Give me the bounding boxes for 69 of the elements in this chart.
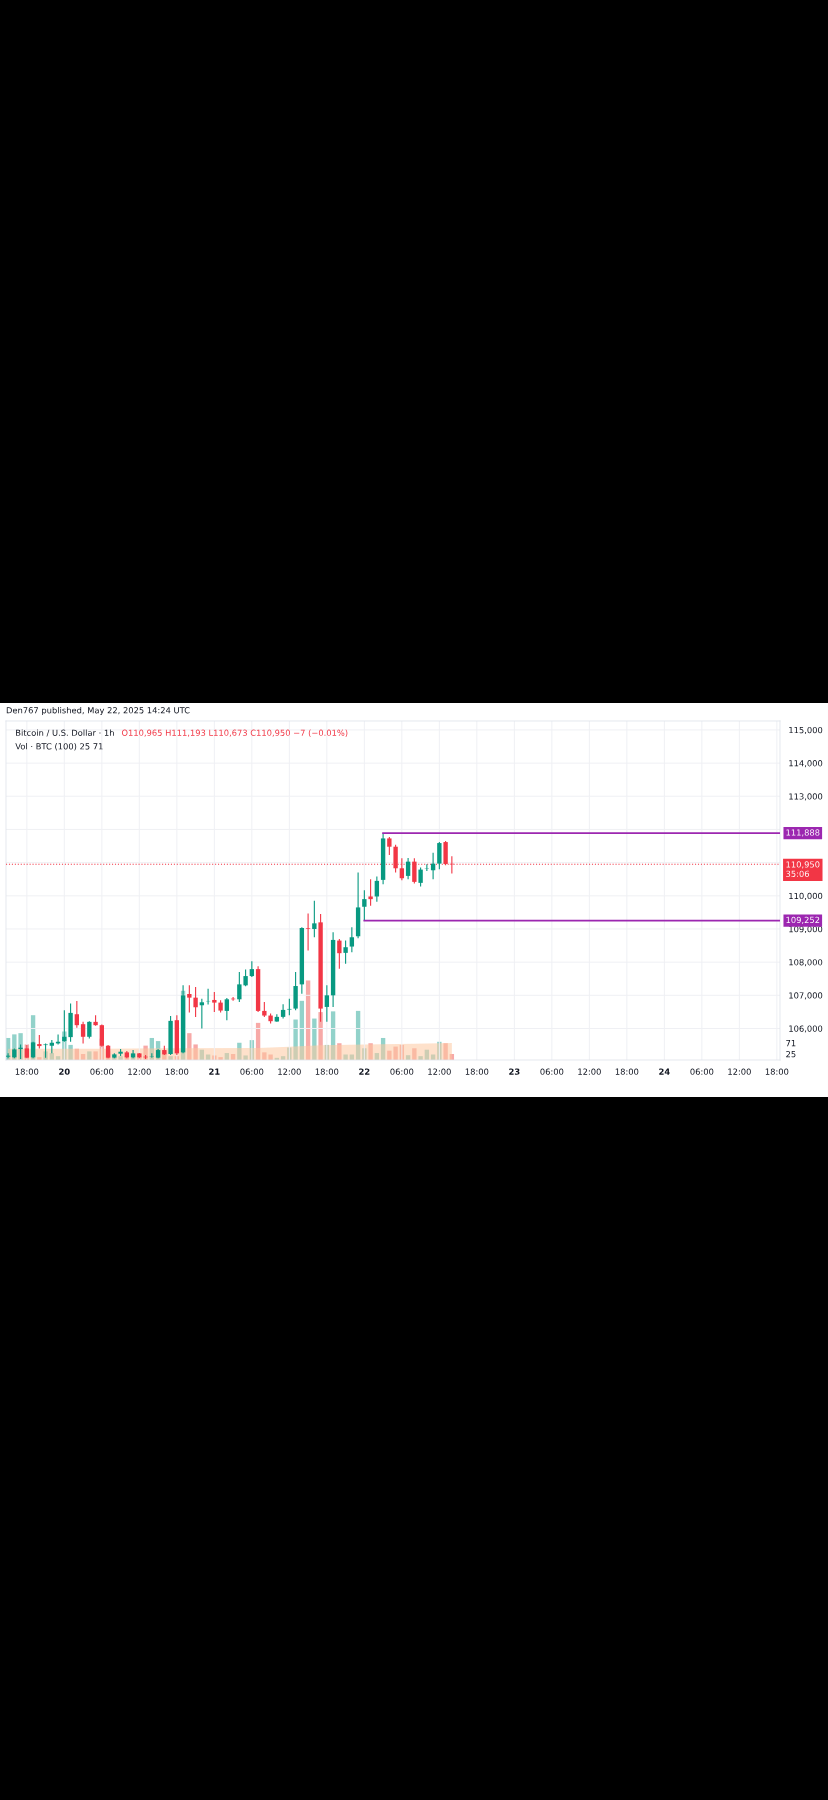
bar (87, 1051, 92, 1060)
y2-tick-label: 25 (786, 1050, 796, 1058)
x-tick-label: 12:00 (278, 1068, 301, 1075)
candlestick (324, 984, 330, 1023)
bar (318, 1012, 323, 1060)
x-tick-label: 06:00 (690, 1068, 714, 1075)
candlestick (418, 867, 423, 888)
x-tick-label: 06:00 (90, 1068, 114, 1075)
y-tick-label: 110,000 (789, 892, 823, 900)
x-tick-label: 06:00 (390, 1068, 414, 1075)
bar (368, 1043, 373, 1060)
annotation: O110,965 H111,193 L110,673 C110,950 −7 (−0.01%) (121, 729, 348, 737)
x-tick-label: 24 (659, 1068, 670, 1075)
candlestick (6, 1052, 11, 1059)
x-tick-label: 18:00 (315, 1068, 339, 1075)
candlestick (424, 863, 430, 872)
bar (337, 1043, 342, 1060)
x-tick-label: 18:00 (765, 1068, 789, 1075)
bar (93, 1051, 98, 1060)
candlestick (437, 841, 442, 870)
x-tick-label: 12:00 (428, 1068, 451, 1075)
candlestick (74, 1000, 80, 1029)
x-tick-label: 20 (59, 1068, 70, 1075)
y-tick-label: 113,000 (789, 793, 823, 801)
x-tick-label: 22 (359, 1068, 370, 1075)
data-label: 109,252 (786, 916, 820, 924)
y2-tick-label: 71 (786, 1040, 796, 1047)
candlestick (405, 857, 411, 880)
candlestick (368, 878, 373, 907)
x-tick-label: 21 (209, 1068, 220, 1075)
chart-subtitle: Den767 published, May 22, 2025 14:24 UTC (6, 706, 190, 716)
candlestick (199, 998, 205, 1030)
x-tick-label: 12:00 (128, 1068, 151, 1075)
y-tick-label: 109,000 (789, 925, 823, 934)
ref-line-label: 110,950 35:06 (786, 861, 820, 877)
candlestick (224, 997, 230, 1021)
x-tick-label: 18:00 (165, 1068, 189, 1075)
candlestick (312, 900, 317, 938)
candlestick (362, 889, 367, 922)
bar (443, 1043, 448, 1060)
candlestick (187, 984, 192, 1014)
candlestick (349, 926, 355, 953)
bar (412, 1048, 417, 1060)
annotation: Vol · BTC (100) 25 71 (15, 743, 103, 751)
y-tick-label: 114,000 (789, 760, 823, 768)
x-tick-label: 06:00 (540, 1068, 564, 1075)
bar (312, 1018, 317, 1060)
candlestick (80, 1021, 86, 1044)
y-tick-label: 107,000 (789, 992, 823, 1000)
y-tick-label: 108,000 (789, 959, 823, 967)
x-tick-label: 06:00 (240, 1068, 264, 1075)
x-tick-label: 23 (509, 1068, 520, 1075)
candlestick (212, 991, 217, 1013)
candlestick (280, 1003, 286, 1020)
data-label: 111,888 (786, 829, 820, 837)
x-tick-label: 18:00 (15, 1068, 39, 1075)
text: Bitcoin / U.S. Dollar · 1h (16, 729, 114, 737)
y-tick-label: 106,000 (789, 1025, 823, 1033)
candlestick (337, 938, 342, 970)
candlestick (293, 971, 298, 1011)
x-tick-label: 12:00 (728, 1068, 751, 1075)
candlestick (343, 940, 348, 965)
candlestick (193, 986, 198, 1018)
x-tick-label: 12:00 (578, 1068, 601, 1075)
x-tick-label: 18:00 (465, 1068, 489, 1075)
bar (343, 1054, 348, 1060)
y-tick-label: 115,000 (789, 726, 823, 735)
candlestick (305, 912, 311, 952)
x-tick-label: 18:00 (615, 1068, 639, 1075)
